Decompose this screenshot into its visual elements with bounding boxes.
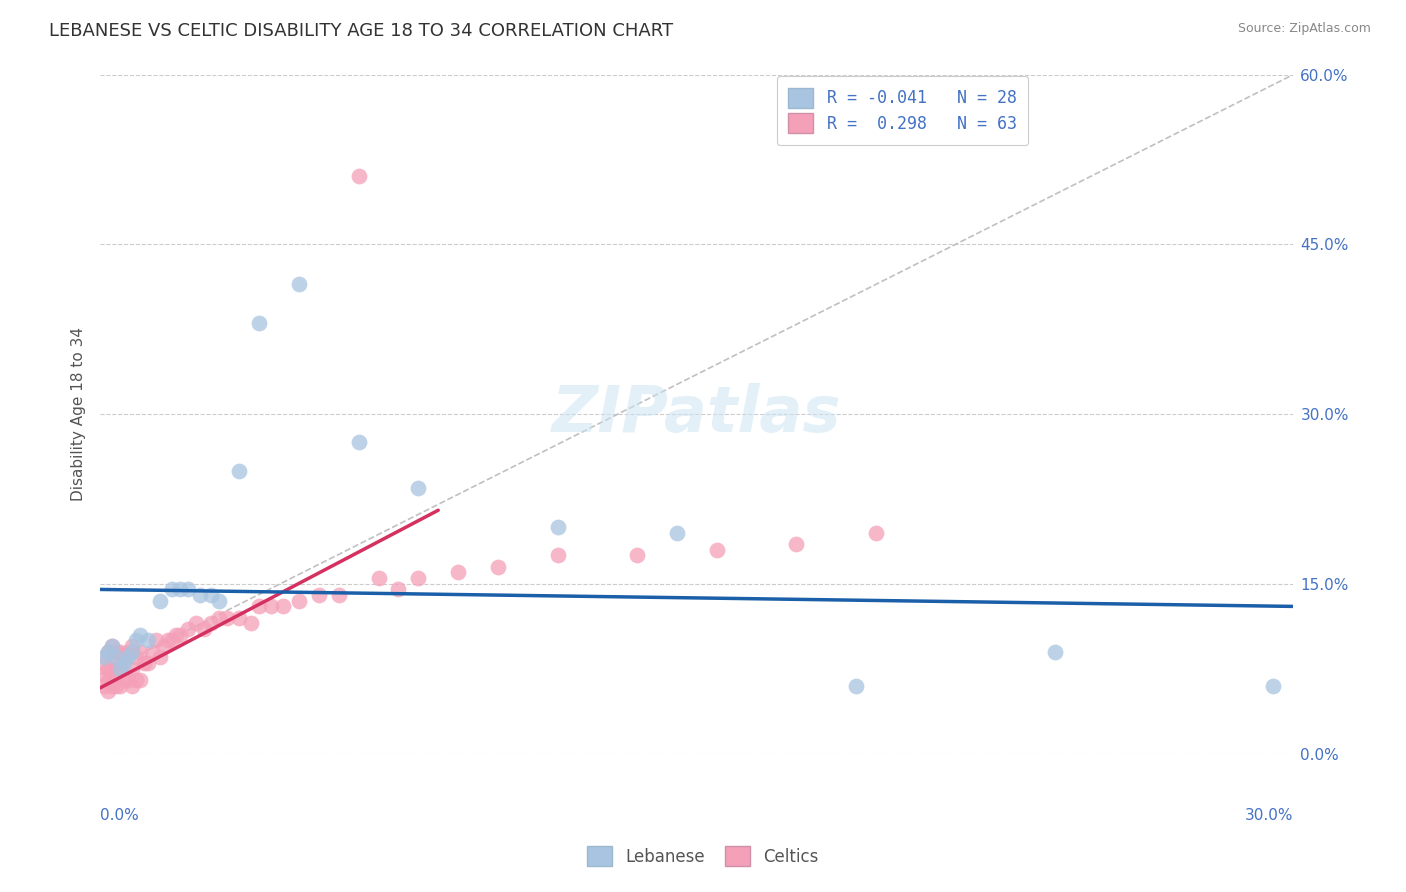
- Point: [117, 650, 139, 665]
- Point: [228, 464, 250, 478]
- Point: [387, 582, 409, 597]
- Point: [97, 662, 120, 676]
- Point: [129, 673, 152, 687]
- Text: 0.0%: 0.0%: [100, 808, 139, 822]
- Point: [217, 611, 239, 625]
- Point: [240, 616, 263, 631]
- Point: [1263, 679, 1285, 693]
- Point: [193, 622, 215, 636]
- Point: [156, 633, 179, 648]
- Point: [785, 537, 807, 551]
- Point: [271, 599, 294, 614]
- Point: [626, 549, 648, 563]
- Point: [347, 169, 370, 184]
- Point: [132, 656, 155, 670]
- Point: [141, 645, 163, 659]
- Point: [706, 542, 728, 557]
- Point: [112, 656, 135, 670]
- Point: [165, 628, 187, 642]
- Point: [93, 667, 115, 681]
- Point: [121, 679, 143, 693]
- Point: [152, 639, 174, 653]
- Point: [108, 679, 131, 693]
- Point: [112, 650, 135, 665]
- Point: [112, 673, 135, 687]
- Point: [125, 673, 148, 687]
- Point: [169, 628, 191, 642]
- Legend: R = -0.041   N = 28, R =  0.298   N = 63: R = -0.041 N = 28, R = 0.298 N = 63: [778, 76, 1029, 145]
- Point: [101, 656, 124, 670]
- Point: [136, 633, 159, 648]
- Point: [447, 566, 470, 580]
- Point: [176, 582, 198, 597]
- Point: [367, 571, 389, 585]
- Point: [308, 588, 330, 602]
- Point: [125, 650, 148, 665]
- Point: [160, 582, 183, 597]
- Text: LEBANESE VS CELTIC DISABILITY AGE 18 TO 34 CORRELATION CHART: LEBANESE VS CELTIC DISABILITY AGE 18 TO …: [49, 22, 673, 40]
- Point: [97, 673, 120, 687]
- Point: [105, 650, 128, 665]
- Point: [1043, 645, 1066, 659]
- Point: [149, 650, 172, 665]
- Point: [129, 628, 152, 642]
- Point: [547, 520, 569, 534]
- Point: [108, 662, 131, 676]
- Point: [145, 633, 167, 648]
- Point: [97, 684, 120, 698]
- Point: [328, 588, 350, 602]
- Point: [547, 549, 569, 563]
- Point: [149, 593, 172, 607]
- Text: Source: ZipAtlas.com: Source: ZipAtlas.com: [1237, 22, 1371, 36]
- Point: [288, 277, 311, 291]
- Point: [665, 525, 688, 540]
- Point: [108, 645, 131, 659]
- Point: [105, 679, 128, 693]
- Point: [184, 616, 207, 631]
- Point: [288, 593, 311, 607]
- Point: [347, 435, 370, 450]
- Point: [117, 645, 139, 659]
- Point: [486, 559, 509, 574]
- Point: [160, 633, 183, 648]
- Y-axis label: Disability Age 18 to 34: Disability Age 18 to 34: [72, 327, 86, 501]
- Point: [865, 525, 887, 540]
- Point: [121, 645, 143, 659]
- Point: [228, 611, 250, 625]
- Point: [97, 645, 120, 659]
- Point: [169, 582, 191, 597]
- Point: [101, 667, 124, 681]
- Point: [260, 599, 283, 614]
- Point: [101, 639, 124, 653]
- Point: [101, 639, 124, 653]
- Text: ZIPatlas: ZIPatlas: [553, 383, 842, 445]
- Point: [117, 673, 139, 687]
- Legend: Lebanese, Celtics: Lebanese, Celtics: [581, 839, 825, 873]
- Point: [408, 571, 430, 585]
- Point: [129, 645, 152, 659]
- Text: 30.0%: 30.0%: [1244, 808, 1294, 822]
- Point: [408, 481, 430, 495]
- Point: [121, 639, 143, 653]
- Point: [247, 317, 270, 331]
- Point: [105, 645, 128, 659]
- Point: [105, 662, 128, 676]
- Point: [93, 679, 115, 693]
- Point: [208, 611, 231, 625]
- Point: [108, 662, 131, 676]
- Point: [101, 679, 124, 693]
- Point: [200, 588, 222, 602]
- Point: [125, 633, 148, 648]
- Point: [121, 662, 143, 676]
- Point: [845, 679, 868, 693]
- Point: [200, 616, 222, 631]
- Point: [188, 588, 211, 602]
- Point: [176, 622, 198, 636]
- Point: [136, 656, 159, 670]
- Point: [97, 645, 120, 659]
- Point: [247, 599, 270, 614]
- Point: [208, 593, 231, 607]
- Point: [93, 656, 115, 670]
- Point: [93, 650, 115, 665]
